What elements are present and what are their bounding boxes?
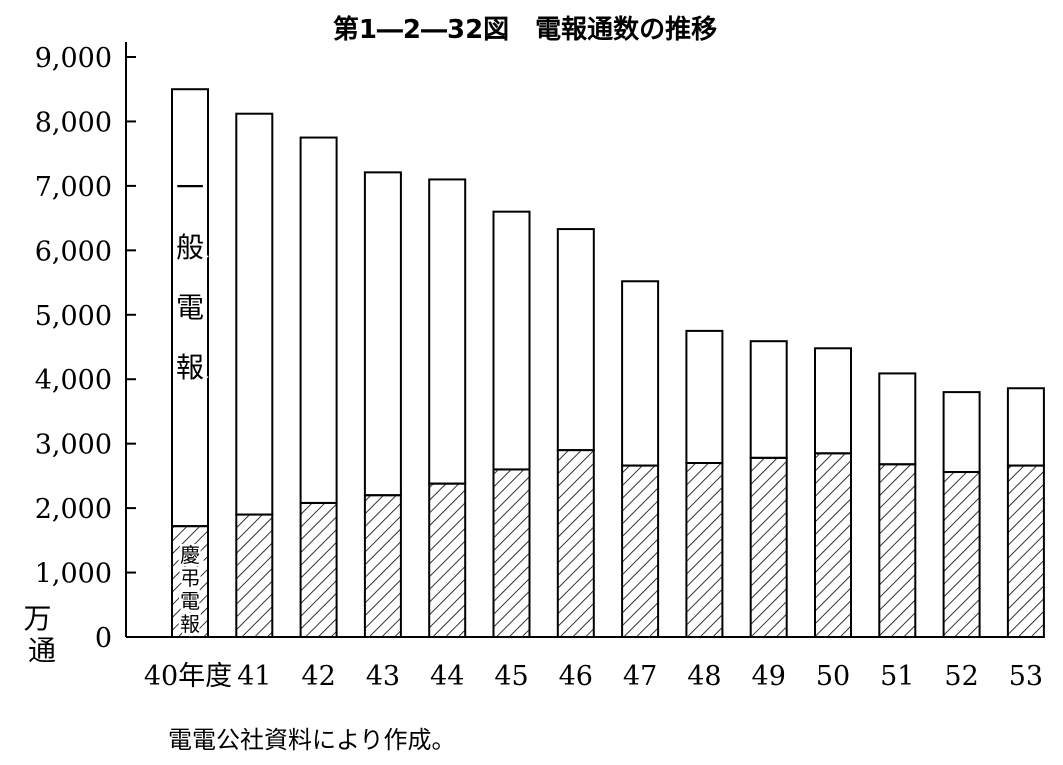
x-axis-ticks: 40年度 41 42 43 44 45 46 47 48 49 50 51 52 53 bbox=[144, 661, 1043, 692]
bar-general-telegram bbox=[878, 372, 917, 466]
y-tick-label: 0 bbox=[95, 623, 112, 654]
bar-general-telegram bbox=[428, 178, 467, 485]
bar-congratulatory-telegram bbox=[492, 468, 531, 639]
bar-general-telegram bbox=[299, 136, 338, 504]
y-axis-unit-label: 万 通 bbox=[24, 602, 61, 667]
bar-congratulatory-telegram bbox=[814, 452, 852, 639]
x-tick-label: 42 bbox=[301, 661, 335, 692]
bar-congratulatory-telegram bbox=[428, 482, 467, 638]
bar-general-telegram bbox=[1006, 387, 1045, 467]
bar-congratulatory-telegram bbox=[942, 471, 981, 638]
bar-congratulatory-telegram bbox=[299, 501, 338, 639]
bar-congratulatory-telegram bbox=[685, 462, 724, 638]
source-note: 電電公社資料により作成。 bbox=[168, 726, 456, 754]
y-axis-ticks: 0 1,000 2,000 3,000 4,000 5,000 6,000 7,000 8,00… bbox=[35, 43, 136, 654]
y-tick-label: 9,000 bbox=[35, 43, 112, 74]
legend-label-char: 一 bbox=[176, 171, 204, 204]
legend-label-char: 般 bbox=[176, 231, 204, 264]
y-tick-label: 6,000 bbox=[35, 236, 112, 267]
x-tick-label: 50 bbox=[816, 661, 850, 692]
x-tick-label: 46 bbox=[559, 661, 593, 692]
legend-label-char: 電 bbox=[180, 589, 200, 613]
y-tick-label: 7,000 bbox=[35, 172, 112, 203]
chart-title: 第1―2―32図 電報通数の推移 bbox=[333, 14, 717, 45]
bar-general-telegram bbox=[621, 280, 660, 467]
legend-label-char: 報 bbox=[176, 351, 204, 384]
legend-label-char: 電 bbox=[176, 291, 204, 324]
bar-general-telegram bbox=[171, 88, 209, 528]
y-tick-label: 1,000 bbox=[35, 559, 112, 590]
y-tick-label: 5,000 bbox=[35, 301, 112, 332]
y-tick-label: 3,000 bbox=[35, 430, 112, 461]
bar-congratulatory-telegram bbox=[235, 513, 274, 638]
x-tick-label: 43 bbox=[366, 661, 400, 692]
legend-label-char: 報 bbox=[180, 612, 200, 636]
bar-congratulatory-telegram bbox=[363, 494, 402, 638]
x-tick-label: 49 bbox=[752, 661, 786, 692]
bars-group bbox=[171, 88, 1045, 639]
legend-label-char: 慶 bbox=[180, 543, 200, 567]
bar-congratulatory-telegram bbox=[1006, 464, 1045, 639]
y-tick-label: 2,000 bbox=[35, 494, 112, 525]
bar-congratulatory-telegram bbox=[556, 449, 595, 638]
y-tick-label: 4,000 bbox=[35, 365, 112, 396]
x-tick-label: 48 bbox=[687, 661, 721, 692]
bar-congratulatory-telegram bbox=[621, 464, 660, 639]
bar-general-telegram bbox=[492, 210, 531, 471]
bar-general-telegram bbox=[749, 340, 788, 459]
bar-general-telegram bbox=[942, 391, 981, 474]
legend-label-char: 弔 bbox=[180, 566, 200, 590]
bar-general-telegram bbox=[685, 329, 724, 464]
x-tick-label: 44 bbox=[430, 661, 464, 692]
x-tick-label: 40年度 bbox=[144, 661, 232, 692]
bar-congratulatory-telegram bbox=[749, 456, 788, 638]
x-tick-label: 41 bbox=[237, 661, 271, 692]
x-tick-label: 51 bbox=[880, 661, 914, 692]
bar-general-telegram bbox=[814, 347, 852, 455]
x-tick-label: 53 bbox=[1009, 661, 1043, 692]
x-tick-label: 47 bbox=[623, 661, 657, 692]
bar-general-telegram bbox=[235, 112, 274, 516]
bar-general-telegram bbox=[363, 171, 402, 497]
x-tick-label: 52 bbox=[944, 661, 978, 692]
x-tick-label: 45 bbox=[494, 661, 528, 692]
bar-general-telegram bbox=[556, 228, 595, 452]
y-tick-label: 8,000 bbox=[35, 107, 112, 138]
bar-congratulatory-telegram bbox=[878, 463, 917, 638]
bar-congratulatory-telegram bbox=[171, 525, 209, 639]
